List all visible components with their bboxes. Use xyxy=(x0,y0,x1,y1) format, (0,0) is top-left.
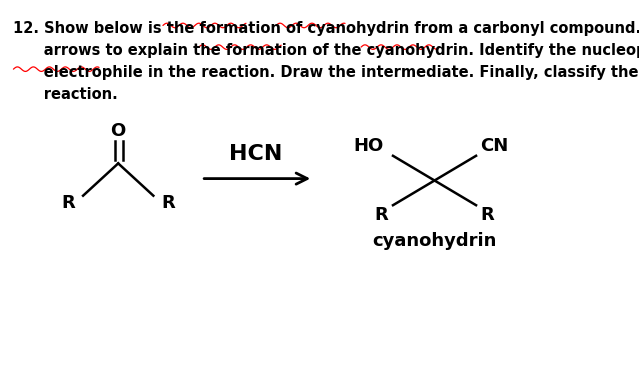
Text: CN: CN xyxy=(480,137,508,155)
Text: R: R xyxy=(61,194,75,212)
Text: reaction.: reaction. xyxy=(13,87,118,101)
Text: 12. Show below is the formation of cyanohydrin from a carbonyl compound. Use cur: 12. Show below is the formation of cyano… xyxy=(13,21,639,36)
Text: electrophile in the reaction. Draw the intermediate. Finally, classify the type : electrophile in the reaction. Draw the i… xyxy=(13,65,639,79)
Text: cyanohydrin: cyanohydrin xyxy=(373,232,497,250)
Text: R: R xyxy=(481,206,495,224)
Text: HO: HO xyxy=(353,137,384,155)
Text: O: O xyxy=(111,122,126,140)
Text: R: R xyxy=(374,206,389,224)
Text: arrows to explain the formation of the cyanohydrin. Identify the nucleophile and: arrows to explain the formation of the c… xyxy=(13,43,639,57)
Text: R: R xyxy=(161,194,175,212)
Text: HCN: HCN xyxy=(229,144,282,164)
